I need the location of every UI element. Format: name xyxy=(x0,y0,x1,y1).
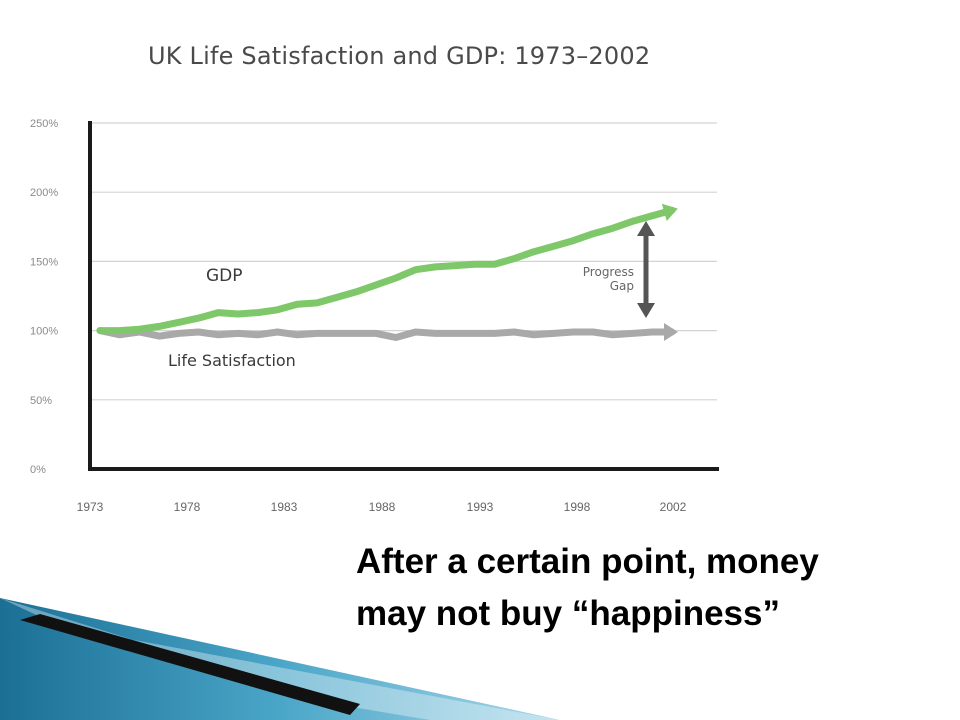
progress-gap-label-line-1: Progress xyxy=(583,265,634,279)
progress-gap-label-line-2: Gap xyxy=(610,279,634,293)
label-layer: 0% 50% 100% 150% 200% 250% 1973 1978 1983 1988 199… xyxy=(30,118,687,514)
progress-gap-arrowhead-down xyxy=(637,303,655,318)
x-tick-label: 1983 xyxy=(271,500,298,514)
y-tick-label: 100% xyxy=(30,326,58,338)
black-swoosh xyxy=(20,614,360,715)
x-tick-label: 2002 xyxy=(660,500,687,514)
teal-swoosh xyxy=(0,598,560,720)
gdp-series-label: GDP xyxy=(206,266,243,286)
x-tick-label: 1998 xyxy=(564,500,591,514)
x-tick-label: 1993 xyxy=(467,500,494,514)
axis-layer xyxy=(88,121,719,471)
y-tick-label: 50% xyxy=(30,395,52,407)
y-tick-label: 250% xyxy=(30,118,58,130)
y-tick-label: 150% xyxy=(30,256,58,268)
x-tick-label: 1988 xyxy=(369,500,396,514)
gdp-arrowhead xyxy=(661,203,678,222)
y-tick-label: 0% xyxy=(30,464,46,476)
life-satisfaction-series-label: Life Satisfaction xyxy=(168,351,296,370)
slide-caption: After a certain point, money may not buy… xyxy=(356,536,946,640)
x-tick-label: 1973 xyxy=(77,500,104,514)
caption-line-2: may not buy “happiness” xyxy=(356,594,780,633)
life-satisfaction-arrowhead xyxy=(664,322,678,341)
gdp-series-line xyxy=(96,206,676,335)
series-layer xyxy=(96,203,678,341)
y-tick-label: 200% xyxy=(30,187,58,199)
progress-gap-arrowhead-up xyxy=(637,221,655,236)
x-tick-label: 1978 xyxy=(174,500,201,514)
caption-line-1: After a certain point, money xyxy=(356,542,819,581)
life-satisfaction-series-line xyxy=(96,327,676,341)
chart-title: UK Life Satisfaction and GDP: 1973–2002 xyxy=(148,42,651,70)
